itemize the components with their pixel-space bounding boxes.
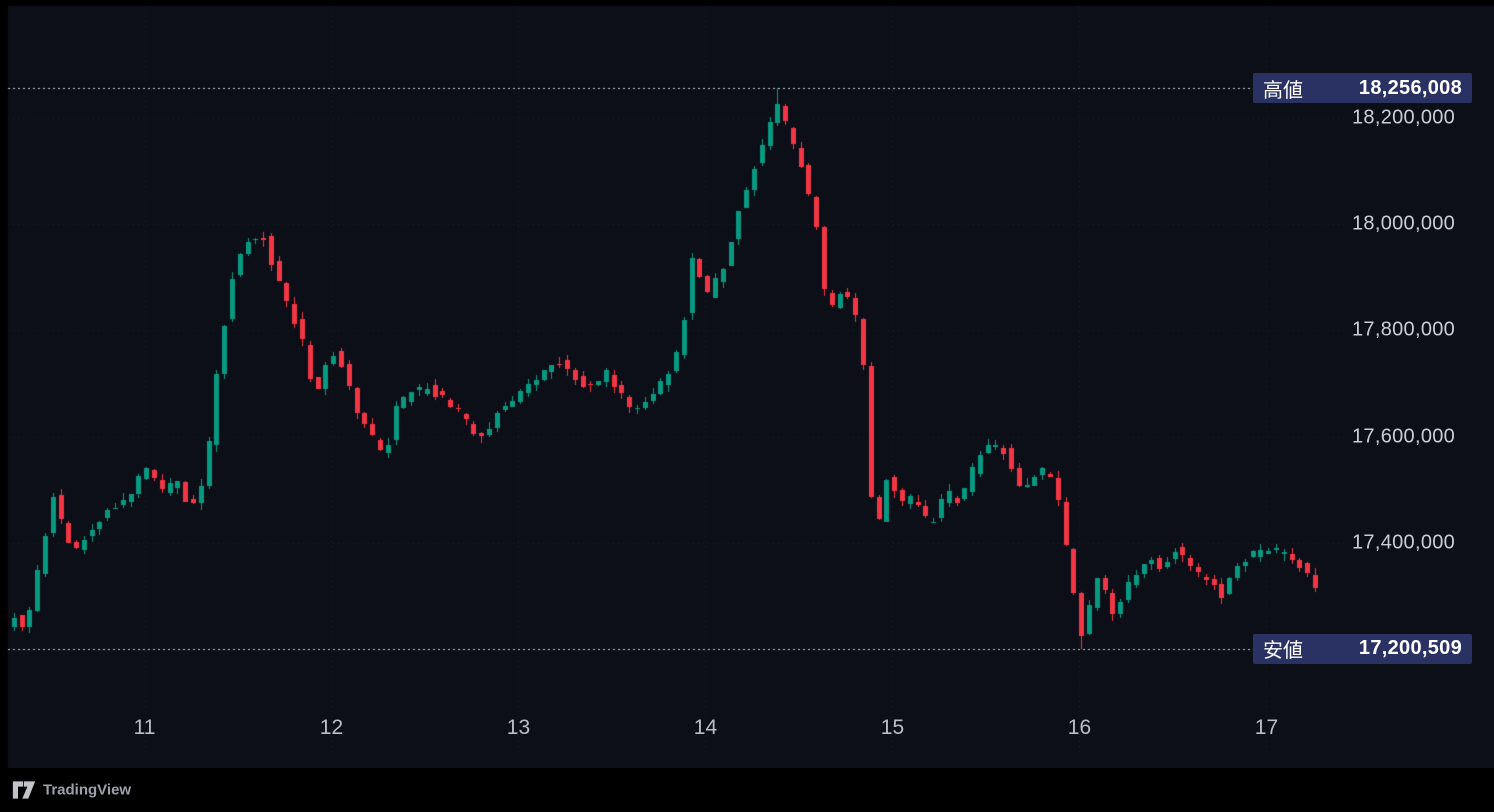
price-tick-label: 18,000,000 xyxy=(1352,212,1456,235)
watermark-text: TradingView xyxy=(43,781,132,799)
price-tick-label: 17,600,000 xyxy=(1352,425,1456,448)
high-price-label: 高値 xyxy=(1263,79,1303,102)
low-price-value: 17,200,509 xyxy=(1358,637,1462,660)
high-price-badge: 高値 18,256,008 xyxy=(1253,73,1472,104)
time-tick-label: 17 xyxy=(1254,716,1279,739)
low-price-badge: 安値 17,200,509 xyxy=(1253,633,1472,664)
time-tick-label: 12 xyxy=(319,716,344,739)
price-tick-label: 17,800,000 xyxy=(1352,318,1456,341)
high-price-value: 18,256,008 xyxy=(1358,76,1462,99)
time-tick-label: 14 xyxy=(693,716,718,739)
time-tick-label: 11 xyxy=(133,716,156,739)
bottom-bar: TradingView xyxy=(0,768,1494,812)
low-price-label: 安値 xyxy=(1263,640,1303,663)
candlestick-chart[interactable] xyxy=(0,0,1494,768)
price-tick-label: 18,200,000 xyxy=(1352,106,1456,129)
tradingview-attribution[interactable]: TradingView xyxy=(12,781,131,800)
time-tick-label: 16 xyxy=(1067,716,1092,739)
tradingview-logo-icon xyxy=(12,781,36,799)
time-tick-label: 13 xyxy=(506,716,531,739)
price-tick-label: 17,400,000 xyxy=(1352,531,1456,554)
time-tick-label: 15 xyxy=(880,716,905,739)
